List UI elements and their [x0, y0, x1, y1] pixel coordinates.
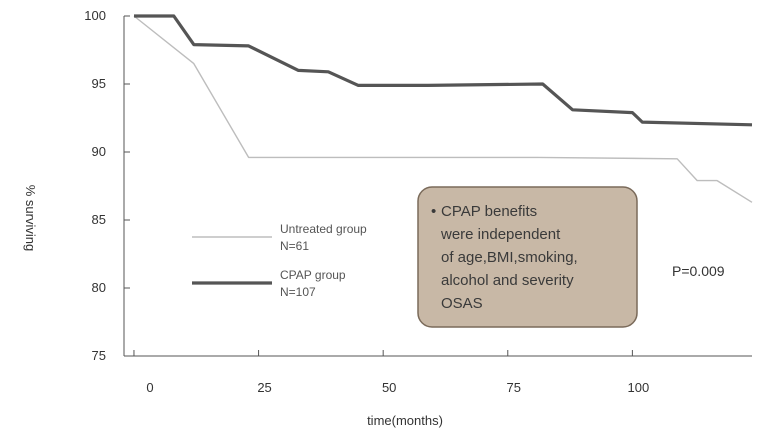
callout-background [417, 186, 638, 328]
y-axis-title: % surviving [23, 185, 38, 251]
callout-line: were independent [440, 226, 561, 243]
callout-box: • CPAP benefits were independent of age,BM… [417, 186, 638, 328]
series-line-2 [134, 14, 753, 127]
legend-count: N=61 [280, 239, 309, 253]
p-value-annotation: P=0.009 [672, 263, 725, 279]
y-tick-label: 85 [92, 212, 106, 227]
y-tick-label: 95 [92, 76, 106, 91]
legend-entry-2: CPAP group N=107 [192, 268, 346, 299]
callout-line: of age,BMI,smoking, [441, 249, 578, 266]
callout-line: alcohol and severity [441, 272, 574, 289]
y-tick-label: 80 [92, 280, 106, 295]
callout-line: CPAP benefits [441, 203, 537, 220]
y-tick-label: 100 [84, 8, 106, 23]
x-tick-label: 50 [382, 380, 396, 395]
axes: 75 80 85 90 95 100 0 25 50 75 100 [84, 8, 752, 395]
series-line-1 [133, 15, 753, 203]
x-tick-label: 25 [257, 380, 271, 395]
x-tick-label: 100 [628, 380, 650, 395]
legend-label: Untreated group [280, 222, 367, 236]
x-tick-label: 0 [146, 380, 153, 395]
callout-line: OSAS [441, 295, 483, 312]
y-tick-label: 90 [92, 144, 106, 159]
callout-bullet: • [431, 203, 436, 220]
legend: Untreated group N=61 CPAP group N=107 [192, 222, 367, 299]
x-axis-title: time(months) [367, 413, 443, 428]
x-tick-label: 75 [507, 380, 521, 395]
legend-count: N=107 [280, 285, 316, 299]
annotations: P=0.009 • CPAP benefits were independent o… [417, 186, 725, 328]
legend-label: CPAP group [280, 268, 346, 282]
y-tick-label: 75 [92, 348, 106, 363]
series-layer [133, 14, 753, 203]
legend-entry-1: Untreated group N=61 [192, 222, 367, 253]
